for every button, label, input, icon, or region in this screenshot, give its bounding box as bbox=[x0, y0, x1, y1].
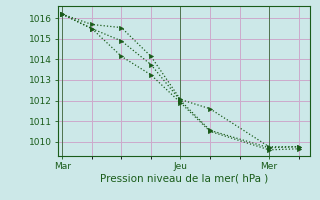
X-axis label: Pression niveau de la mer( hPa ): Pression niveau de la mer( hPa ) bbox=[100, 173, 268, 183]
